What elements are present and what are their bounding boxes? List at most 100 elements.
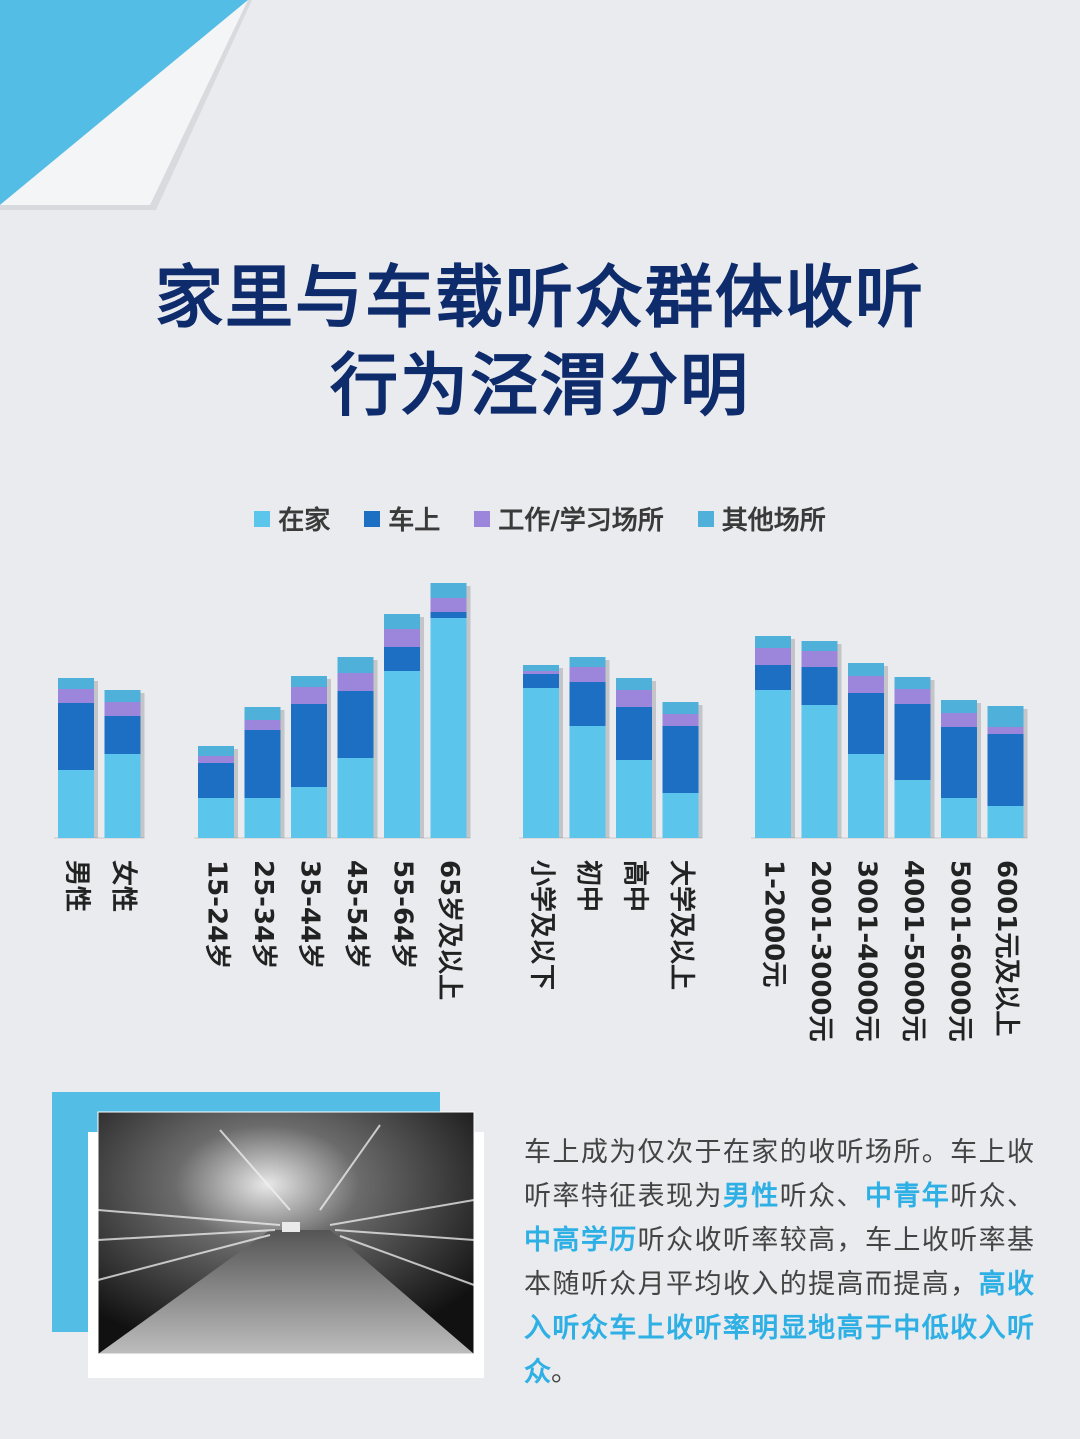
bar-segment: [523, 671, 559, 674]
bar-segment: [198, 798, 234, 838]
bar-segment: [291, 676, 327, 687]
bar-shadow: [791, 639, 795, 838]
bar-segment: [894, 677, 931, 689]
photo-light-streaks: [97, 1124, 475, 1286]
legend-swatch: [254, 510, 271, 527]
bar-segment: [244, 798, 281, 838]
bar-segment: [430, 598, 467, 612]
category-label: 65岁及以上: [434, 860, 465, 1000]
bar-segment: [755, 690, 791, 838]
page-title-line-2: 行为泾渭分明: [329, 347, 750, 426]
bar-segment: [941, 798, 977, 838]
bar-segment: [291, 704, 327, 787]
bar-segment: [337, 691, 374, 758]
bar-segment: [384, 614, 420, 629]
bar-segment: [801, 705, 838, 838]
bar-segment: [384, 671, 420, 838]
caption-highlight: 男性: [722, 1181, 780, 1212]
bar-shadow: [327, 679, 331, 838]
corner-decoration: [0, 0, 252, 210]
bar-segment: [430, 583, 467, 598]
legend-swatch: [364, 510, 381, 527]
bar-segment: [384, 629, 420, 647]
photo-road: [98, 1230, 474, 1354]
bar-shadow: [930, 680, 935, 838]
legend-item: 其他场所: [697, 500, 826, 537]
bar-segment: [987, 727, 1024, 734]
bar-segment: [755, 648, 791, 665]
bar-shadow: [837, 644, 842, 838]
bar-segment: [755, 636, 791, 648]
bar-segment: [569, 682, 606, 726]
bar-segment: [987, 706, 1024, 727]
bar-segment: [801, 651, 838, 667]
bar-shadow: [884, 666, 888, 838]
bar-segment: [616, 707, 652, 760]
bar-segment: [569, 657, 606, 667]
bar-segment: [801, 667, 838, 705]
bar-segment: [848, 754, 884, 838]
caption-segment: 听众、: [779, 1181, 865, 1212]
caption-highlight: 中高学历: [524, 1225, 638, 1256]
bar-segment: [337, 758, 374, 838]
category-label: 3001-4000元: [852, 860, 882, 1042]
corner-triangle-light: [0, 0, 248, 205]
bar-shadow: [466, 586, 471, 838]
bar-segment: [523, 688, 559, 838]
bar-segment: [569, 667, 606, 682]
legend-swatch: [474, 510, 491, 527]
bar-segment: [244, 720, 281, 730]
legend-label: 在家: [278, 506, 331, 536]
bar-shadow: [234, 749, 238, 838]
bar-shadow: [373, 660, 378, 838]
bar-segment: [894, 780, 931, 838]
category-label: 15-24岁: [202, 860, 233, 969]
legend-swatch: [697, 510, 714, 527]
bar-segment: [244, 707, 281, 720]
bar-shadow: [977, 703, 981, 838]
bar-segment: [941, 713, 977, 727]
bar-segment: [569, 726, 606, 838]
bar-segment: [337, 673, 374, 691]
bar-shadow: [420, 617, 424, 838]
bar-segment: [755, 665, 791, 690]
bar-segment: [894, 704, 931, 780]
bar-segment: [662, 726, 699, 793]
caption-segment: 听众、: [950, 1181, 1035, 1212]
bar-segment: [384, 647, 420, 671]
bar-segment: [616, 690, 652, 707]
category-label: 45-54岁: [341, 860, 372, 969]
bar-segment: [291, 787, 327, 838]
caption-segment: 车上成为仅次于在家的收听场所。车上收听率特征表现为: [524, 1137, 1034, 1212]
bar-segment: [198, 746, 234, 756]
bar-segment: [801, 641, 838, 651]
caption-highlight: 中青年: [864, 1181, 951, 1212]
bar-segment: [430, 612, 467, 618]
bar-segment: [58, 689, 94, 703]
bar-segment: [523, 665, 559, 671]
bar-segment: [987, 806, 1024, 838]
bar-segment: [104, 702, 141, 716]
legend-item: 工作/学习场所: [474, 500, 664, 537]
caption-segment: 听众收听率较高，车上收听率基本随听众月平均收入的提高而提高，: [524, 1225, 1035, 1300]
bar-segment: [523, 674, 559, 688]
legend-item: 在家: [254, 500, 330, 537]
category-label: 6001元及以上: [991, 860, 1021, 1036]
legend-label: 车上: [388, 506, 441, 536]
bar-segment: [104, 754, 141, 838]
category-label: 35-44岁: [295, 860, 326, 969]
category-label: 高中: [620, 860, 651, 912]
bar-segment: [430, 618, 467, 838]
bar-segment: [198, 763, 234, 798]
legend-label: 其他场所: [721, 506, 826, 536]
legend-item: 车上: [364, 500, 440, 537]
page-title-line-1: 家里与车载听众群体收听: [154, 259, 925, 338]
category-label: 4001-5000元: [898, 860, 928, 1042]
bar-shadow: [605, 660, 610, 838]
caption-segment: 。: [551, 1357, 578, 1388]
bar-shadow: [94, 681, 98, 838]
chart-legend: 在家 车上 工作/学习场所 其他场所: [0, 500, 1080, 537]
bar-shadow: [559, 668, 563, 838]
bar-segment: [662, 793, 699, 838]
legend-label: 工作/学习场所: [498, 506, 664, 536]
